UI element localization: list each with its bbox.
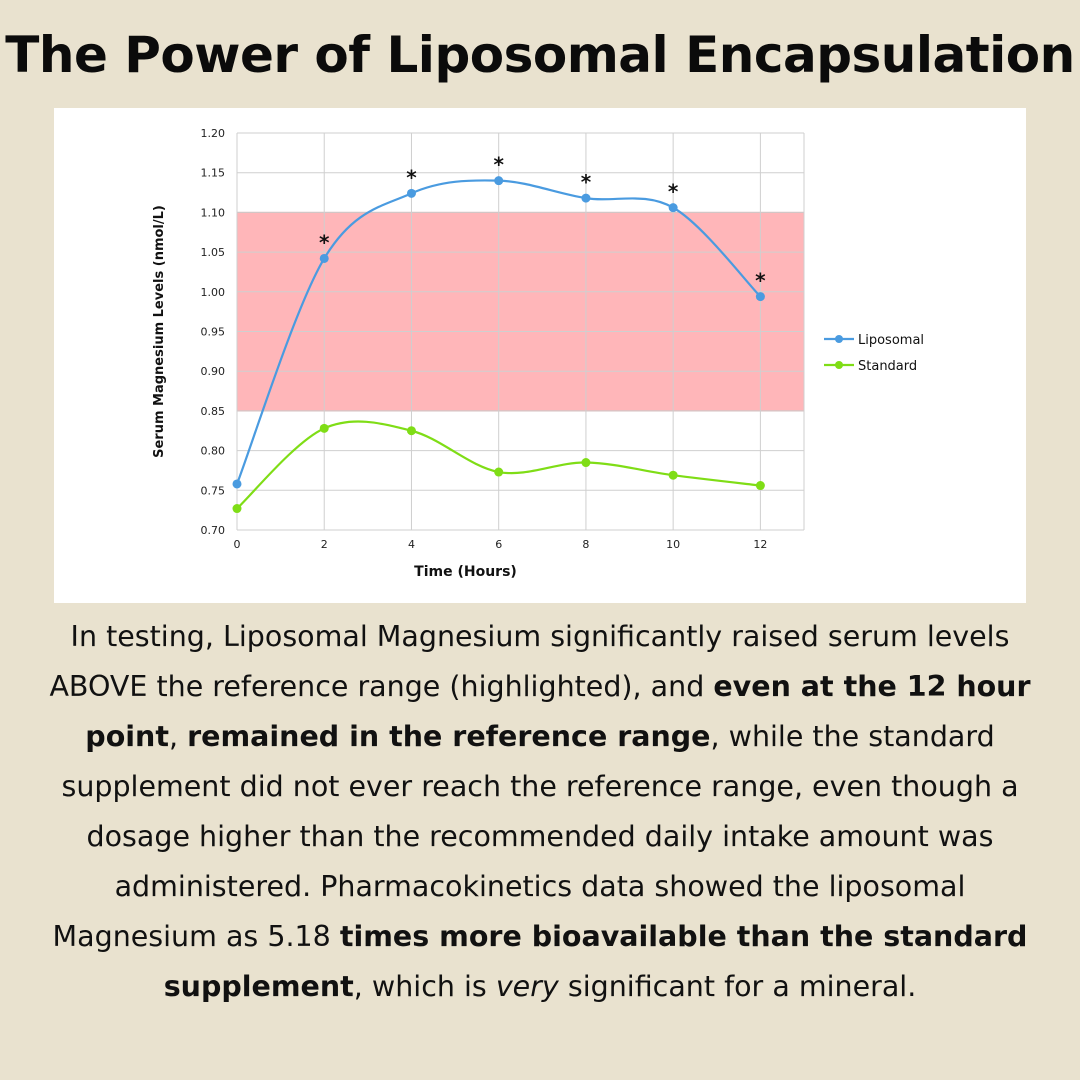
standard-data-point <box>494 467 504 477</box>
y-tick-label: 0.95 <box>201 326 226 339</box>
liposomal-data-point <box>755 292 765 302</box>
text-segment: , <box>168 720 188 753</box>
bold-text-segment: remained in the reference range <box>187 720 711 753</box>
significance-asterisk: * <box>668 180 679 204</box>
bold-text-segment: times more bioavailable than the standar… <box>163 920 1028 1003</box>
y-tick-label: 0.80 <box>201 445 226 458</box>
x-tick-label: 6 <box>495 538 502 551</box>
liposomal-data-point <box>668 203 678 213</box>
standard-data-point <box>232 504 242 514</box>
standard-data-point <box>406 426 416 436</box>
x-tick-label: 2 <box>321 538 328 551</box>
liposomal-data-point <box>581 193 591 203</box>
significance-asterisk: * <box>319 230 330 254</box>
significance-asterisk: * <box>581 170 592 194</box>
significance-asterisk: * <box>493 153 504 177</box>
y-tick-label: 0.75 <box>201 484 226 497</box>
y-tick-label: 1.10 <box>201 206 226 219</box>
y-tick-label: 1.15 <box>201 167 226 180</box>
liposomal-data-point <box>494 176 504 186</box>
legend-standard-label: Standard <box>858 359 917 374</box>
x-tick-label: 8 <box>582 538 589 551</box>
liposomal-data-point <box>406 188 416 198</box>
y-tick-label: 1.20 <box>201 127 226 140</box>
x-axis-label: Time (Hours) <box>414 564 517 580</box>
text-segment: , while the standard supplement did not … <box>52 720 1019 953</box>
significance-asterisk: * <box>755 269 766 293</box>
x-tick-label: 10 <box>666 538 680 551</box>
liposomal-data-point <box>319 253 329 263</box>
page-title: The Power of Liposomal Encapsulation <box>5 26 1075 84</box>
y-tick-label: 1.00 <box>201 286 226 299</box>
text-segment: , which is <box>353 970 496 1003</box>
standard-data-point <box>581 458 591 468</box>
y-tick-label: 1.05 <box>201 246 226 259</box>
standard-data-point <box>668 470 678 480</box>
y-axis-label: Serum Magnesium Levels (nmol/L) <box>152 205 167 458</box>
chart-card: 0.70 0.75 0.80 0.85 0.90 0.95 1.00 1.05 1.10 1.15… <box>54 108 1026 603</box>
legend-liposomal-marker <box>835 335 843 343</box>
italic-text-segment: very <box>495 970 559 1003</box>
description-paragraph: In testing, Liposomal Magnesium signific… <box>30 612 1050 1012</box>
x-tick-label: 4 <box>408 538 415 551</box>
legend-liposomal-label: Liposomal <box>858 333 924 348</box>
x-tick-label: 12 <box>753 538 767 551</box>
magnesium-line-chart: 0.70 0.75 0.80 0.85 0.90 0.95 1.00 1.05 1.10 1.15… <box>152 127 924 580</box>
text-segment: In testing, Liposomal Magnesium signific… <box>49 620 1010 703</box>
y-tick-label: 0.90 <box>201 365 226 378</box>
y-tick-label: 0.85 <box>201 405 226 418</box>
liposomal-data-point <box>232 479 242 489</box>
standard-data-point <box>755 481 765 491</box>
bold-text-segment: even at the 12 hour point <box>85 670 1031 753</box>
standard-data-point <box>319 423 329 433</box>
significance-asterisk: * <box>406 165 417 189</box>
text-segment: significant for a mineral. <box>558 970 917 1003</box>
legend-standard-marker <box>835 361 843 369</box>
x-tick-label: 0 <box>234 538 241 551</box>
y-tick-label: 0.70 <box>201 524 226 537</box>
